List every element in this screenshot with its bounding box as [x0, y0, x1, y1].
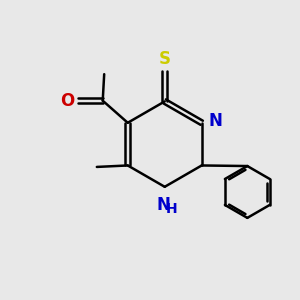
- Text: N: N: [156, 196, 170, 214]
- Text: N: N: [208, 112, 222, 130]
- Text: O: O: [60, 92, 74, 110]
- Text: H: H: [165, 202, 177, 215]
- Text: S: S: [159, 50, 171, 68]
